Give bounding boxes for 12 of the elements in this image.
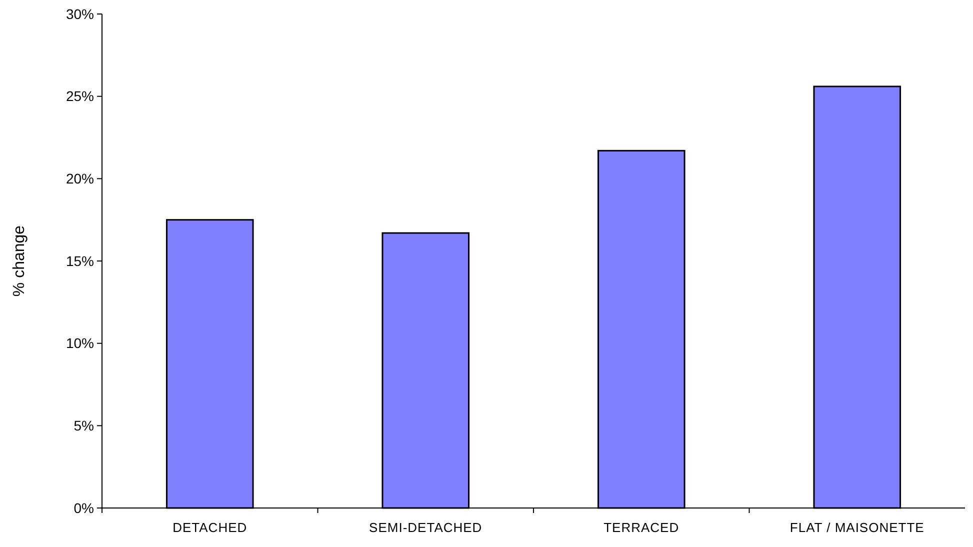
y-tick-label: 10% [66,335,94,352]
x-tick-label: DETACHED [172,520,248,535]
y-tick-label: 30% [66,6,94,22]
x-tick-label: TERRACED [604,520,680,535]
y-tick-label: 0% [74,500,94,516]
y-tick-label: 25% [66,88,94,104]
y-tick-label: 20% [66,170,94,187]
y-tick-label: 15% [66,252,94,269]
x-tick-label: FLAT / MAISONETTE [790,520,924,535]
y-tick-label: 5% [74,418,94,434]
y-axis-title: % change [11,225,28,297]
x-tick-label: SEMI-DETACHED [369,520,482,535]
